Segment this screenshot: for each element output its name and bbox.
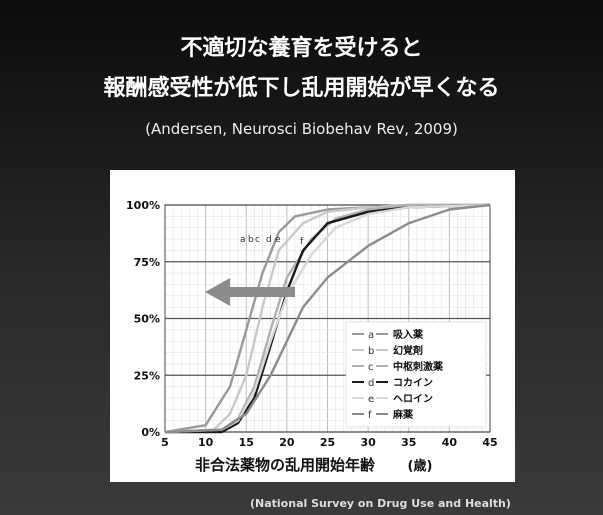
data-source: (National Survey on Drug Use and Health) <box>250 497 511 510</box>
series-curve-label-b: b <box>248 235 254 245</box>
legend-letter: b <box>368 346 374 357</box>
arrow-shape <box>205 278 295 306</box>
y-tick-label: 25% <box>134 369 160 382</box>
legend-entry: ヘロイン <box>393 393 433 405</box>
legend-entry: コカイン <box>393 377 433 389</box>
series-line-b <box>164 203 490 434</box>
y-tick-label: 100% <box>126 199 160 212</box>
x-tick-label: 40 <box>442 436 458 449</box>
series-curve-label-c: c <box>255 235 260 245</box>
slide-title-line2: 報酬感受性が低下し乱用開始が早くなる <box>103 76 500 101</box>
series-curve-label-e: e <box>275 235 281 245</box>
legend-entry: 中枢刺激薬 <box>393 360 444 373</box>
left-arrow-icon <box>205 278 295 306</box>
chart-axes: 5 10 15 20 25 30 35 40 45 0% 25% 50% 75% 100% <box>126 199 498 449</box>
x-tick-label: 20 <box>279 436 295 449</box>
y-tick-label: 50% <box>134 313 160 326</box>
x-axis-unit: (歳) <box>408 458 433 474</box>
series-curve-label-d: d <box>266 235 272 245</box>
x-tick-label: 25 <box>320 436 335 449</box>
x-tick-label: 45 <box>482 436 497 449</box>
plot-frame <box>164 204 491 433</box>
x-tick-label: 15 <box>239 436 254 449</box>
legend-letter: f <box>368 410 372 421</box>
legend-box <box>345 321 487 428</box>
legend-letter: e <box>368 394 374 405</box>
slide-title-line1: 不適切な養育を受けると <box>180 36 423 61</box>
x-axis-label: 非合法薬物の乱用開始年齢 <box>195 456 376 474</box>
y-tick-label: 0% <box>141 426 160 439</box>
x-tick-label: 10 <box>198 436 214 449</box>
series-line-f <box>164 203 491 434</box>
legend-entry: 幻覚剤 <box>393 344 423 357</box>
x-tick-label: 30 <box>360 436 376 449</box>
citation: (Andersen, Neurosci Biobehav Rev, 2009) <box>145 120 458 138</box>
legend-entry: 吸入薬 <box>393 328 424 341</box>
chart-legend: a 吸入薬 b 幻覚剤 c 中枢刺激薬 d コカイン e ヘロイン f 麻薬 <box>345 321 487 428</box>
series-curve-label-f: f <box>300 237 304 247</box>
legend-letter: c <box>368 362 374 373</box>
legend-entry: 麻薬 <box>392 408 414 421</box>
series-curve-label-a: a <box>240 235 246 245</box>
legend-letter: a <box>368 330 374 341</box>
legend-letter: d <box>368 378 374 389</box>
y-tick-label: 75% <box>134 256 160 269</box>
x-tick-label: 35 <box>401 436 416 449</box>
x-tick-label: 5 <box>161 436 169 449</box>
